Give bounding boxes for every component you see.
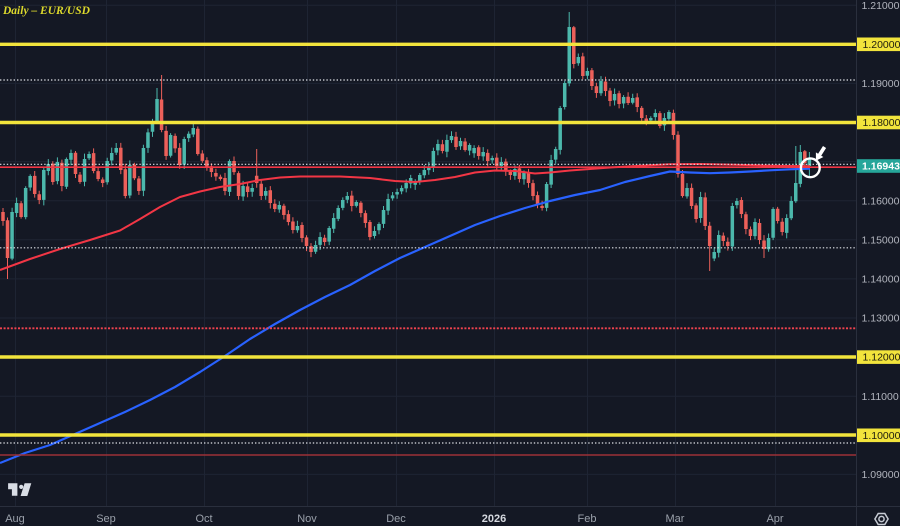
svg-text:Daily – EUR/USD: Daily – EUR/USD	[2, 5, 91, 17]
svg-text:1.19000: 1.19000	[862, 78, 900, 90]
svg-text:2026: 2026	[482, 513, 506, 525]
svg-text:1.14000: 1.14000	[862, 274, 900, 286]
svg-text:1.16943: 1.16943	[862, 161, 900, 173]
svg-text:Mar: Mar	[666, 513, 685, 525]
svg-text:1.18000: 1.18000	[863, 117, 900, 129]
svg-text:1.21000: 1.21000	[862, 0, 900, 12]
svg-text:Feb: Feb	[578, 513, 597, 525]
svg-text:1.11000: 1.11000	[862, 391, 899, 403]
svg-text:Apr: Apr	[766, 513, 783, 525]
svg-text:1.20000: 1.20000	[863, 39, 900, 51]
svg-text:1.15000: 1.15000	[862, 234, 900, 246]
svg-text:Dec: Dec	[386, 513, 406, 525]
svg-text:1.13000: 1.13000	[862, 313, 900, 325]
svg-text:Aug: Aug	[5, 513, 25, 525]
svg-text:Sep: Sep	[96, 513, 116, 525]
svg-text:1.16000: 1.16000	[862, 195, 900, 207]
svg-text:Oct: Oct	[195, 513, 212, 525]
svg-text:1.09000: 1.09000	[862, 469, 900, 481]
svg-text:Nov: Nov	[297, 513, 317, 525]
svg-text:1.10000: 1.10000	[863, 430, 900, 442]
svg-text:1.12000: 1.12000	[863, 352, 900, 364]
